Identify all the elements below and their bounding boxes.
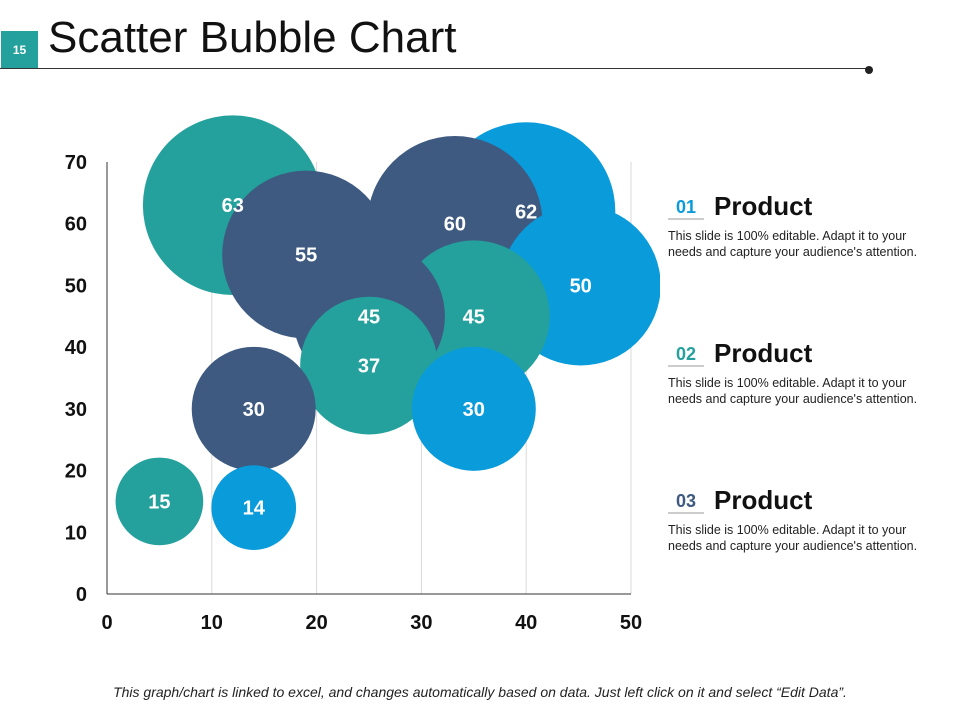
x-tick-label: 50 [620, 612, 642, 634]
legend-title: Product [714, 191, 813, 221]
x-tick-label: 20 [305, 612, 327, 634]
x-tick-label: 10 [201, 612, 223, 634]
bubble-data-label: 45 [463, 306, 485, 328]
bubble-data-label: 60 [444, 214, 466, 236]
bubble-data-label: 37 [358, 356, 380, 378]
bubble-data-label: 30 [243, 399, 265, 421]
bubble-data-label: 15 [148, 491, 170, 513]
y-tick-label: 20 [65, 461, 87, 483]
legend-number: 01 [668, 197, 704, 220]
legend-description: This slide is 100% editable. Adapt it to… [668, 229, 918, 259]
legend-title: Product [714, 338, 813, 368]
x-tick-label: 0 [101, 612, 112, 634]
y-tick-label: 40 [65, 337, 87, 359]
title-divider-dot [865, 66, 873, 74]
bubble-data-label: 55 [295, 245, 317, 267]
legend-number: 03 [668, 491, 704, 514]
bubble-data-label: 63 [222, 195, 244, 217]
bubble-data-label: 50 [570, 275, 592, 297]
y-tick-label: 50 [65, 275, 87, 297]
legend-item-02: 02 Product This slide is 100% editable. … [668, 337, 928, 407]
page-title: Scatter Bubble Chart [48, 13, 457, 62]
legend-description: This slide is 100% editable. Adapt it to… [668, 523, 918, 553]
footer-note: This graph/chart is linked to excel, and… [113, 684, 847, 700]
y-tick-label: 30 [65, 399, 87, 421]
slide-number-badge: 15 [1, 31, 38, 68]
bubble [115, 457, 204, 546]
y-tick-label: 10 [65, 522, 87, 544]
bubble [191, 346, 316, 471]
bubble-data-label: 30 [463, 399, 485, 421]
legend-item-03: 03 Product This slide is 100% editable. … [668, 484, 928, 554]
y-tick-label: 60 [65, 214, 87, 236]
y-tick-label: 0 [76, 584, 87, 606]
bubble [211, 465, 297, 550]
bubble-data-label: 45 [358, 306, 380, 328]
bubble [411, 346, 536, 471]
y-tick-label: 70 [65, 152, 87, 174]
title-divider [0, 68, 868, 69]
legend-number: 02 [668, 344, 704, 367]
legend-item-01: 01 Product This slide is 100% editable. … [668, 190, 928, 260]
legend-title: Product [714, 485, 813, 515]
bubble [300, 296, 438, 435]
bubble-data-label: 14 [243, 498, 266, 520]
x-tick-label: 30 [410, 612, 432, 634]
x-tick-label: 40 [515, 612, 537, 634]
bubble-data-label: 62 [515, 201, 537, 223]
bubble-chart: 0 10 20 30 40 50 0 10 20 30 40 50 60 70 63 62 60 55 50 45 45… [65, 115, 660, 634]
legend-description: This slide is 100% editable. Adapt it to… [668, 376, 918, 406]
